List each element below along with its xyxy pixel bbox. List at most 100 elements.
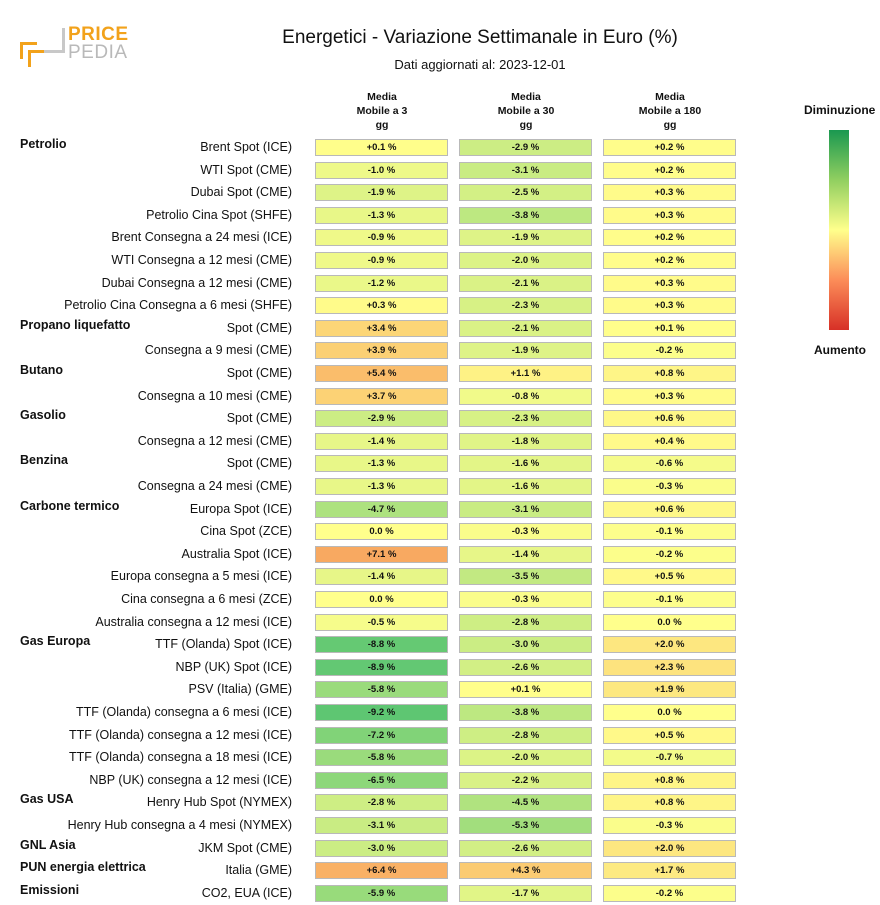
heatmap-cell: +0.8 % <box>603 365 736 382</box>
heatmap-cell: -0.9 % <box>315 229 448 247</box>
heatmap-cell: -2.1 % <box>459 274 592 292</box>
column-header-line: gg <box>663 119 677 131</box>
heatmap-cell: -0.3 % <box>459 523 592 541</box>
heatmap-cell: +0.3 % <box>603 206 736 224</box>
heatmap-cell: +1.7 % <box>603 862 736 880</box>
heatmap-cell: -1.2 % <box>315 274 448 292</box>
row-label: NBP (UK) Spot (ICE) <box>175 659 292 674</box>
heatmap-cell: -1.7 % <box>459 884 592 902</box>
heatmap-cell: +0.6 % <box>603 500 736 518</box>
row-label: Consegna a 12 mesi (CME) <box>137 433 292 448</box>
heatmap-cell: +0.3 % <box>315 297 448 315</box>
heatmap-cell: -1.6 % <box>459 455 592 473</box>
heatmap-cell: -2.3 % <box>459 410 592 428</box>
heatmap-cell: -1.3 % <box>315 455 448 473</box>
heatmap-cell: -1.8 % <box>459 432 592 450</box>
heatmap-cell: -0.5 % <box>315 613 448 631</box>
heatmap-cell: -0.2 % <box>603 545 736 563</box>
heatmap-cell: -1.4 % <box>459 545 592 563</box>
column-header-line: Media <box>655 91 685 103</box>
heatmap-cell: -0.1 % <box>603 591 736 608</box>
heatmap-cell: -3.1 % <box>315 817 448 834</box>
heatmap-cell: +0.6 % <box>603 410 736 428</box>
legend-top-label: Diminuzione <box>804 103 876 117</box>
heatmap-cell: +1.9 % <box>603 681 736 699</box>
row-label: TTF (Olanda) consegna a 18 mesi (ICE) <box>69 750 292 765</box>
row-label: TTF (Olanda) Spot (ICE) <box>155 637 292 652</box>
heatmap-cell: -0.3 % <box>603 478 736 495</box>
row-label: Brent Consegna a 24 mesi (ICE) <box>111 230 292 245</box>
heatmap-cell: +3.7 % <box>315 387 448 405</box>
row-label: Spot (CME) <box>226 411 292 426</box>
heatmap-cell: -3.0 % <box>315 839 448 857</box>
heatmap-cell: 0.0 % <box>603 704 736 721</box>
heatmap-cell: +0.5 % <box>603 568 736 586</box>
row-label: Italia (GME) <box>225 863 292 878</box>
row-group-label: Petrolio <box>20 137 67 151</box>
row-label: Cina consegna a 6 mesi (ZCE) <box>121 592 292 606</box>
heatmap-cell: -0.2 % <box>603 884 736 902</box>
heatmap-cell: -3.8 % <box>459 704 592 721</box>
row-label: Spot (CME) <box>226 366 292 380</box>
column-header-line: Mobile a 30 <box>497 105 555 117</box>
heatmap-cell: -2.3 % <box>459 297 592 315</box>
heatmap-cell: 0.0 % <box>603 613 736 631</box>
heatmap-cell: +0.3 % <box>603 184 736 202</box>
row-label: Consegna a 10 mesi (CME) <box>137 388 292 403</box>
heatmap-cell: +0.3 % <box>603 297 736 315</box>
heatmap-cell: -2.6 % <box>459 658 592 676</box>
heatmap-cell: +0.2 % <box>603 161 736 179</box>
row-group-label: Emissioni <box>20 882 80 897</box>
heatmap-cell: +0.3 % <box>603 274 736 292</box>
heatmap-cell: -2.9 % <box>315 410 448 428</box>
row-label: Australia Spot (ICE) <box>181 546 292 561</box>
heatmap-cell: -5.8 % <box>315 681 448 699</box>
row-group-label: Carbone termico <box>20 498 120 513</box>
heatmap-cell: +0.1 % <box>459 681 592 699</box>
heatmap-cell: +0.1 % <box>315 139 448 156</box>
heatmap-cell: -1.6 % <box>459 478 592 495</box>
legend-bottom-label: Aumento <box>814 343 866 357</box>
heatmap-cell: +2.3 % <box>603 658 736 676</box>
row-label: Henry Hub consegna a 4 mesi (NYMEX) <box>67 818 292 832</box>
heatmap-cell: +5.4 % <box>315 365 448 382</box>
heatmap-cell: -0.2 % <box>603 342 736 360</box>
heatmap-cell: -9.2 % <box>315 704 448 721</box>
row-label: Dubai Spot (CME) <box>190 185 292 200</box>
heatmap-cell: -0.9 % <box>315 252 448 269</box>
heatmap-cell: -0.7 % <box>603 749 736 767</box>
heatmap-cell: -1.4 % <box>315 568 448 586</box>
heatmap-cell: -0.6 % <box>603 455 736 473</box>
heatmap-cell: +2.0 % <box>603 839 736 857</box>
row-label: Consegna a 24 mesi (CME) <box>137 479 292 493</box>
chart-subtitle: Dati aggiornati al: 2023-12-01 <box>394 57 566 72</box>
column-header-line: Media <box>367 91 397 103</box>
heatmap-cell: -3.1 % <box>459 500 592 518</box>
row-group-label: Propano liquefatto <box>20 317 131 332</box>
row-label: Europa Spot (ICE) <box>189 501 292 516</box>
heatmap-cell: +2.0 % <box>603 636 736 654</box>
heatmap-cell: -4.7 % <box>315 500 448 518</box>
row-label: TTF (Olanda) consegna a 6 mesi (ICE) <box>75 705 292 719</box>
heatmap-cell: +0.2 % <box>603 139 736 156</box>
row-label: WTI Spot (CME) <box>200 162 292 177</box>
heatmap-cell: 0.0 % <box>315 591 448 608</box>
column-header-3: Media Mobile a 3 gg <box>315 90 449 132</box>
heatmap-cell: -6.5 % <box>315 771 448 789</box>
row-label: Dubai Consegna a 12 mesi (CME) <box>101 275 292 290</box>
heatmap-cell: -2.8 % <box>315 794 448 812</box>
logo: PRICE PEDIA <box>20 24 130 74</box>
heatmap-cell: -0.3 % <box>603 817 736 834</box>
logo-mark <box>20 42 37 59</box>
row-label: Petrolio Cina Spot (SHFE) <box>146 207 292 222</box>
heatmap-cell: -4.5 % <box>459 794 592 812</box>
row-label: PSV (Italia) (GME) <box>188 682 293 697</box>
heatmap-cell: -0.3 % <box>459 591 592 608</box>
row-group-label: Benzina <box>20 453 68 468</box>
heatmap-cell: -0.8 % <box>459 387 592 405</box>
heatmap-cell: +1.1 % <box>459 365 592 382</box>
row-group-label: GNL Asia <box>20 837 76 852</box>
heatmap-cell: -8.9 % <box>315 658 448 676</box>
logo-text-price: PRICE <box>68 24 129 45</box>
heatmap-cell: -1.9 % <box>459 342 592 360</box>
